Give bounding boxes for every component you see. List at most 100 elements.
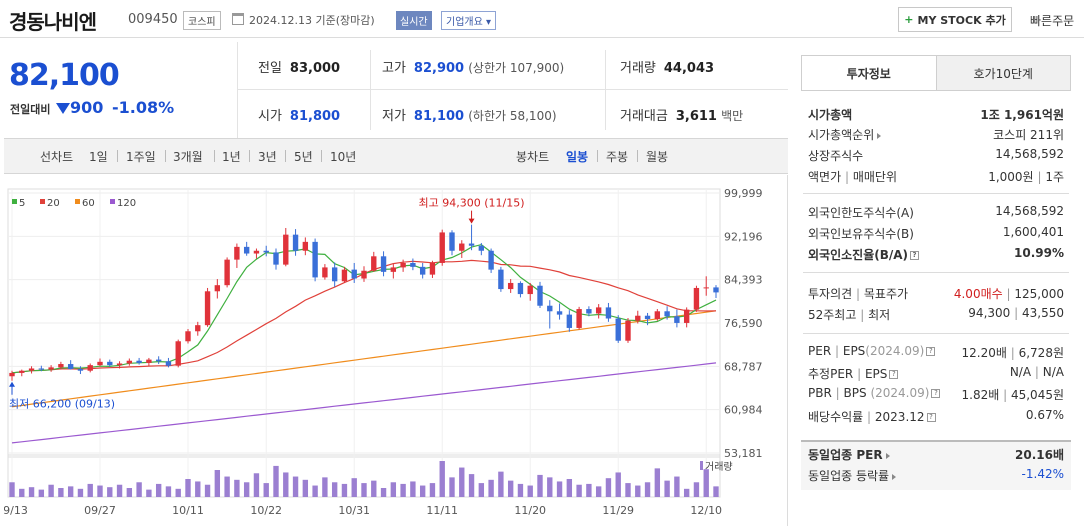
volume-bar — [380, 488, 387, 497]
volume-bar — [566, 479, 573, 497]
volume-bar — [204, 484, 211, 497]
volume-bar — [38, 489, 45, 497]
company-overview-dropdown[interactable]: 기업개요 ▾ — [441, 11, 497, 30]
candle-weekly[interactable]: 주봉 — [606, 150, 629, 164]
volume-bar — [175, 488, 181, 497]
face-value-row: 액면가 | 매매단위 1,000원 | 1주 — [808, 170, 1064, 184]
candle-daily[interactable]: 일봉 — [566, 150, 589, 164]
volume-bar — [713, 486, 719, 497]
y-tick-label: 99,999 — [724, 187, 763, 200]
week52-row: 52주최고 | 최저 94,300 | 43,550 — [808, 306, 1064, 322]
candle-body — [615, 318, 621, 341]
info-icon[interactable]: ? — [931, 389, 941, 398]
volume-bar — [331, 482, 338, 497]
pbr-row: PBR | BPS (2024.09)? 1.82배 | 45,045원 — [808, 386, 1064, 402]
candle-body — [683, 309, 690, 323]
legend-swatch — [40, 199, 45, 204]
x-tick-label: 09/13 — [4, 504, 28, 517]
company-overview-label: 기업개요 — [446, 17, 483, 28]
volume-bar — [351, 478, 357, 497]
period-3m[interactable]: 3개월 — [173, 150, 203, 164]
candle-body — [283, 234, 289, 265]
candle-body — [488, 250, 494, 270]
candle-body — [263, 250, 269, 253]
candle-body — [195, 325, 201, 332]
candle-body — [371, 256, 377, 271]
info-icon[interactable]: ? — [926, 347, 936, 356]
candle-body — [214, 285, 221, 292]
candle-body — [459, 243, 465, 251]
legend-label: 60 — [82, 198, 95, 209]
volume-bar — [517, 483, 524, 497]
volume-bar — [498, 471, 504, 497]
sector-section — [801, 440, 1071, 490]
period-1w[interactable]: 1주일 — [126, 150, 156, 164]
quick-order-button[interactable]: 빠른주문 — [1030, 14, 1075, 28]
top-bar — [0, 0, 1084, 38]
period-1d[interactable]: 1일 — [89, 150, 108, 164]
change-value: 900 — [70, 98, 104, 117]
tab-orderbook[interactable]: 호가10단계 — [935, 56, 1070, 90]
section-divider — [803, 333, 1069, 334]
candle-body — [507, 282, 514, 290]
volume-bar — [410, 481, 416, 497]
annotation-high-arrowhead — [468, 218, 475, 224]
period-10y[interactable]: 10년 — [330, 150, 357, 164]
candle-body — [19, 370, 25, 373]
volume-bar — [155, 483, 162, 497]
plus-icon: + — [904, 13, 914, 26]
tab-invest-info[interactable]: 투자정보 — [846, 66, 891, 81]
annotation-low-arrowhead — [9, 381, 15, 387]
volume-bar — [292, 476, 299, 497]
sector-per-row[interactable]: 동일업종 PER 20.16배 — [808, 448, 1064, 462]
volume-bar — [87, 483, 93, 497]
chevron-down-icon: ▾ — [486, 17, 492, 28]
chevron-right-icon — [885, 452, 890, 459]
volume-bar — [322, 477, 328, 497]
info-icon[interactable]: ? — [926, 413, 936, 422]
candle-monthly[interactable]: 월봉 — [646, 150, 669, 164]
candle-body — [9, 372, 15, 377]
annotation-low: 최저 66,200 (09/13) — [9, 398, 115, 411]
down-triangle-icon — [56, 103, 70, 114]
x-tick-label: 10/22 — [250, 504, 282, 517]
volume-bar — [507, 480, 514, 497]
realtime-button[interactable]: 실시간 — [396, 11, 432, 30]
candle-body — [331, 267, 338, 282]
info-icon[interactable]: ? — [889, 370, 899, 379]
ma120-line — [11, 362, 717, 444]
volume-bar — [107, 487, 113, 497]
volume-bar — [703, 469, 709, 497]
candle-body — [664, 311, 670, 317]
x-tick-label: 10/11 — [172, 504, 204, 517]
volume-bar — [48, 484, 54, 497]
candle-body — [693, 287, 700, 310]
volume-legend-label: 거래량 — [705, 461, 733, 473]
volume-bar — [449, 477, 455, 497]
info-tabs: 투자정보 호가10단계 — [801, 55, 1071, 91]
y-tick-label: 92,196 — [724, 230, 763, 243]
volume-bar — [488, 479, 494, 497]
low-price: 저가 81,100 (하한가 58,100) — [382, 109, 557, 124]
period-3y[interactable]: 3년 — [258, 150, 277, 164]
candle-body — [87, 365, 93, 371]
volume-bar — [468, 474, 475, 497]
market-cap-rank-row[interactable]: 시가총액순위 코스피 211위 — [808, 128, 1064, 142]
period-1y[interactable]: 1년 — [222, 150, 241, 164]
info-icon[interactable]: ? — [910, 251, 920, 260]
volume-legend-swatch — [700, 461, 703, 470]
prev-close: 전일 83,000 — [258, 61, 341, 76]
mystock-add-button[interactable]: + MY STOCK 추가 — [898, 7, 1012, 32]
candle-body — [595, 307, 602, 314]
candle-body — [674, 316, 680, 323]
x-tick-label: 11/20 — [514, 504, 546, 517]
volume-bar — [547, 477, 553, 497]
candle-body — [547, 305, 553, 312]
candle-body — [566, 314, 573, 328]
candle-body — [439, 232, 445, 263]
period-5y[interactable]: 5년 — [294, 150, 313, 164]
candle-body — [449, 232, 455, 251]
legend-label: 120 — [117, 198, 136, 209]
sector-rate-row[interactable]: 동일업종 등락률 -1.42% — [808, 467, 1064, 483]
volume-bar — [67, 486, 74, 497]
